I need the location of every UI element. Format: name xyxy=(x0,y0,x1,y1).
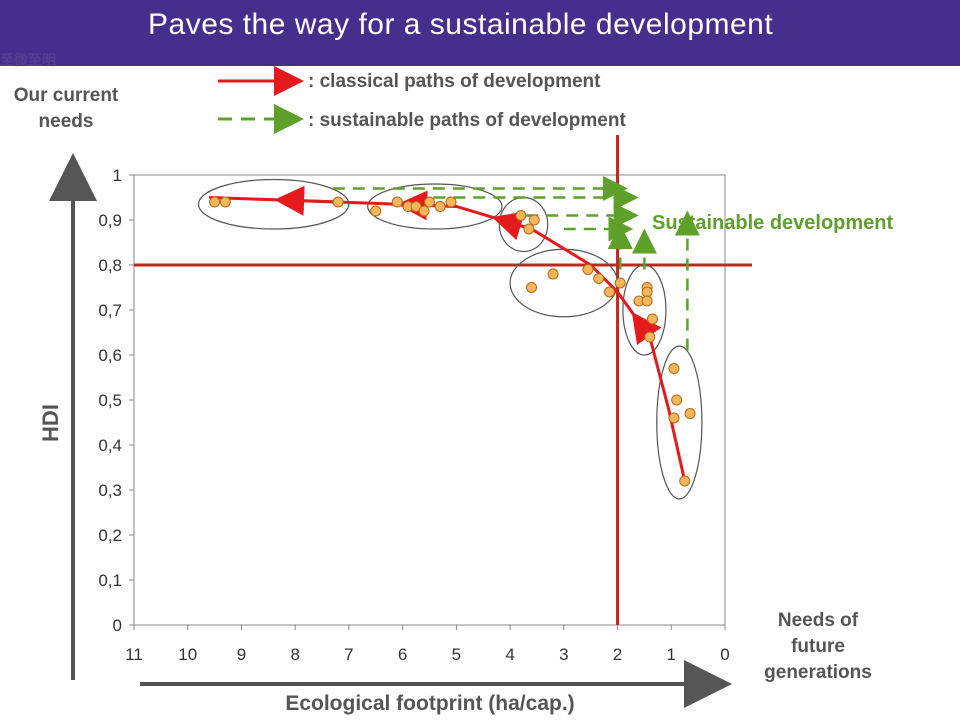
y-tick-label: 0,8 xyxy=(98,256,122,275)
y-tick-label: 0,5 xyxy=(98,391,122,410)
cluster-ellipse xyxy=(197,178,350,230)
legend-sustainable-label: : sustainable paths of development xyxy=(308,110,626,131)
data-point xyxy=(671,394,683,406)
x-tick-label: 7 xyxy=(344,645,353,664)
x-tick-label: 11 xyxy=(125,645,143,664)
data-point xyxy=(434,201,446,212)
x-ticks: 11 10 9 8 7 6 5 4 3 2 1 0 xyxy=(125,625,730,664)
x-tick-label: 9 xyxy=(237,645,246,664)
cluster-ellipse xyxy=(367,183,503,230)
cluster-ellipses xyxy=(197,178,703,500)
x-tick-label: 4 xyxy=(505,645,514,664)
x-tick-label: 8 xyxy=(290,645,299,664)
x-tick-label: 3 xyxy=(559,645,568,664)
y-tick-label: 1 xyxy=(113,166,122,185)
data-point xyxy=(547,268,559,280)
x-tick-label: 2 xyxy=(613,645,622,664)
data-point xyxy=(445,196,457,208)
cluster-ellipse xyxy=(656,345,703,500)
future-label-line2: future xyxy=(791,636,845,657)
slide-title: Paves the way for a sustainable developm… xyxy=(148,8,774,41)
legend-classical-label: : classical paths of development xyxy=(308,71,601,92)
data-point xyxy=(424,196,435,208)
needs-label-line2: needs xyxy=(39,111,94,132)
y-tick-label: 0,4 xyxy=(98,436,122,455)
data-point xyxy=(515,210,527,221)
future-label-line3: generations xyxy=(764,662,872,683)
data-point xyxy=(603,286,615,298)
y-tick-label: 0,1 xyxy=(98,571,122,590)
logo-text: 至微至明 xyxy=(0,53,56,68)
logo-watermark: 至微至明 xyxy=(0,50,150,68)
x-tick-label: 10 xyxy=(178,645,197,664)
title-bar: Paves the way for a sustainable developm… xyxy=(0,0,960,66)
y-axis-title: HDI xyxy=(38,404,63,442)
data-point xyxy=(391,196,403,208)
classical-path-arrow xyxy=(274,185,339,216)
data-points xyxy=(209,196,696,487)
plot-frame xyxy=(133,174,726,626)
data-point xyxy=(370,205,382,217)
data-point xyxy=(684,408,696,419)
needs-label-line1: Our current xyxy=(14,85,119,106)
x-tick-label: 5 xyxy=(452,645,461,664)
future-label-line1: Needs of xyxy=(778,610,859,631)
data-point xyxy=(668,412,680,424)
x-tick-label: 1 xyxy=(667,645,676,664)
y-tick-label: 0,6 xyxy=(98,346,122,365)
data-point xyxy=(219,196,231,208)
data-point xyxy=(528,214,540,226)
x-axis-title: Ecological footprint (ha/cap.) xyxy=(285,692,574,715)
y-tick-label: 0,9 xyxy=(98,211,122,230)
y-tick-label: 0,2 xyxy=(98,526,122,545)
data-point xyxy=(644,331,656,343)
y-tick-label: 0,3 xyxy=(98,481,122,500)
data-point xyxy=(523,223,535,235)
classical-path-line xyxy=(209,196,687,482)
data-point xyxy=(526,282,538,293)
x-tick-label: 6 xyxy=(398,645,407,664)
data-point xyxy=(646,313,658,325)
data-point xyxy=(209,196,221,208)
cluster-ellipse xyxy=(498,196,549,253)
data-point xyxy=(418,205,430,217)
sustainable-paths xyxy=(332,176,700,351)
sustainable-dev-label: Sustainable development xyxy=(652,212,894,234)
data-point xyxy=(332,196,344,208)
y-ticks: 0 0,1 0,2 0,3 0,4 0,5 0,6 0,7 0,8 0,9 1 xyxy=(98,166,134,635)
data-point xyxy=(614,277,626,289)
data-point xyxy=(641,295,653,307)
y-tick-label: 0,7 xyxy=(98,301,122,320)
data-point xyxy=(668,363,680,374)
data-point xyxy=(582,264,594,275)
data-point xyxy=(679,475,691,487)
data-point xyxy=(593,273,605,284)
classical-path xyxy=(209,185,687,482)
x-tick-label: 0 xyxy=(720,645,729,664)
y-tick-label: 0 xyxy=(113,616,122,635)
